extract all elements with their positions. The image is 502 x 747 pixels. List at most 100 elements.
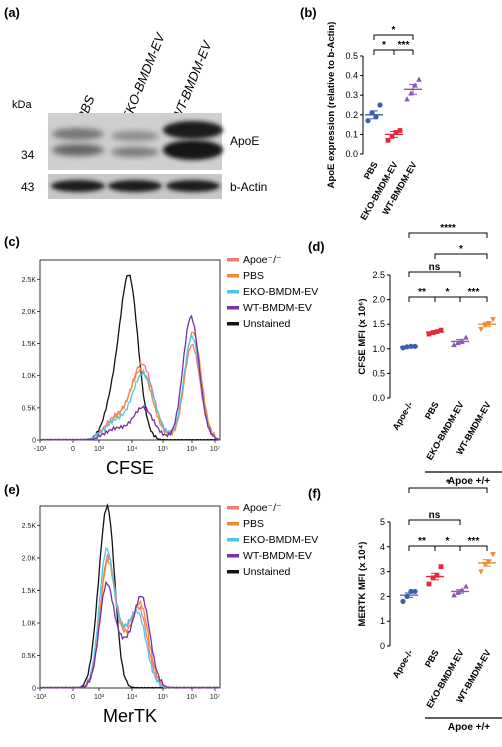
b-y-tick-label: 0.2 [345, 110, 358, 120]
d-point [438, 327, 444, 333]
c-x-tick-label: 10³ [94, 446, 105, 453]
d-category-label: Apoe-/- [391, 400, 415, 432]
f-bracket-label: ns [429, 510, 441, 521]
b-y-label: ApoE expression (relative to b-Actin) [326, 22, 337, 189]
panel-b-label: (b) [300, 5, 317, 20]
f-point [412, 588, 418, 595]
f-bracket-label: *** [468, 536, 480, 547]
panel-a: (a) kDa PBS EKO-BMDM-EV WT-BMDM-EV 34 Ap… [4, 5, 267, 199]
e-legend-swatch [227, 570, 239, 574]
c-y-tick-label: 2.0K [22, 309, 37, 316]
e-legend-label: Unstained [243, 566, 290, 578]
c-y-tick-label: 2.5K [22, 277, 37, 284]
c-legend-swatch [227, 258, 239, 262]
e-x-tick-label: 0 [71, 694, 75, 701]
b-point [365, 118, 371, 124]
f-bracket-label: * [446, 478, 450, 489]
e-y-tick-label: 1.0K [22, 621, 37, 628]
e-x-tick-label: 10⁴ [127, 694, 138, 701]
d-point [463, 334, 469, 340]
c-curve-eko [39, 332, 221, 441]
f-bracket [459, 545, 488, 551]
c-x-tick-label: -10³ [34, 446, 47, 453]
c-curve-wt [39, 314, 221, 441]
e-y-tick-label: 2.0K [22, 556, 37, 563]
b-point [393, 130, 399, 135]
f-y-tick-label: 2 [380, 591, 385, 601]
apoe-band-eko-lower [111, 147, 159, 157]
lane-label-eko: EKO-BMDM-EV [119, 30, 168, 123]
c-curve-unstained [39, 274, 221, 441]
e-curve-eko [39, 546, 220, 689]
e-x-label: MerTK [103, 706, 157, 726]
f-y-label: MERTK MFI (x 10⁴) [357, 542, 368, 627]
d-bracket [434, 253, 488, 259]
d-bracket-label: *** [468, 287, 480, 298]
f-point [434, 572, 440, 578]
c-x-tick-label: 10⁷ [210, 446, 221, 453]
d-bracket [459, 296, 488, 302]
d-bracket-label: * [446, 287, 450, 298]
e-x-tick-label: 10³ [94, 694, 105, 701]
f-bracket [408, 519, 461, 525]
c-legend-label: WT-BMDM-EV [243, 302, 312, 314]
d-bracket-label: ns [429, 262, 441, 273]
apoe-band-pbs-lower [52, 144, 104, 156]
c-plot-frame [39, 259, 221, 441]
f-group-label: Apoe +/+ [448, 722, 490, 733]
d-y-tick-label: 1.5 [372, 319, 385, 329]
f-bracket [408, 487, 488, 493]
c-legend-label: EKO-BMDM-EV [243, 286, 318, 298]
e-y-tick-label: 0.5K [22, 653, 37, 660]
c-x-tick-label: 10⁵ [158, 446, 169, 453]
e-legend-label: EKO-BMDM-EV [243, 534, 318, 546]
b-y-tick-label: 0.4 [345, 71, 358, 81]
d-y-tick-label: 2.5 [372, 270, 385, 280]
d-category-label: PBS [423, 400, 441, 421]
f-point [486, 559, 492, 565]
e-legend-label: WT-BMDM-EV [243, 550, 312, 562]
e-x-tick-label: 10⁶ [187, 694, 198, 701]
d-point [451, 341, 457, 348]
apoe-band-pbs-upper [52, 128, 104, 140]
f-point [463, 583, 469, 589]
band-label-apoe: ApoE [230, 134, 259, 148]
f-point [451, 592, 457, 598]
c-legend-swatch [227, 322, 239, 326]
marker-34: 34 [21, 148, 35, 162]
f-point [400, 598, 406, 604]
e-x-tick-label: 10⁷ [210, 694, 221, 701]
apoe-band-wt-lower [163, 140, 223, 160]
c-legend-label: Unstained [243, 318, 290, 330]
panel-b: (b) 0.0 0.1 0.2 0.3 0.4 0.5 ApoE expression (r… [300, 5, 422, 222]
b-bracket-label: *** [398, 40, 410, 51]
b-point [385, 137, 391, 143]
f-point [426, 581, 432, 587]
c-x-tick-label: 10⁴ [127, 446, 138, 453]
d-y-label: CFSE MFI (x 10⁶) [357, 298, 368, 374]
f-y-tick-label: 4 [380, 542, 385, 552]
d-bracket [408, 232, 488, 238]
f-point [490, 552, 496, 558]
d-bracket [408, 271, 461, 277]
panel-f-label: (f) [308, 486, 321, 501]
f-y-tick-label: 3 [380, 567, 385, 577]
c-x-label: CFSE [106, 458, 154, 478]
e-plot-frame [39, 505, 221, 689]
e-curve-wt [39, 580, 221, 689]
d-bracket-label: * [459, 244, 463, 255]
apoe-band-wt-upper [163, 121, 223, 139]
c-y-tick-label: 1.0K [22, 373, 37, 380]
panel-e: (e) 00.5K1.0K1.5K2.0K2.5K-10³ 0 10³ 10⁴ 10⁵ 1… [4, 482, 318, 726]
b-point [404, 96, 410, 102]
d-y-tick-label: 0.0 [372, 393, 385, 403]
f-bracket-label: * [446, 536, 450, 547]
c-legend-label: PBS [243, 270, 264, 282]
actin-band-wt [166, 180, 220, 192]
panel-a-label: (a) [4, 5, 20, 20]
c-legend-swatch [227, 290, 239, 294]
b-bracket-label: * [392, 25, 396, 36]
e-curve-pbs [39, 557, 221, 689]
e-legend-swatch [227, 554, 239, 558]
